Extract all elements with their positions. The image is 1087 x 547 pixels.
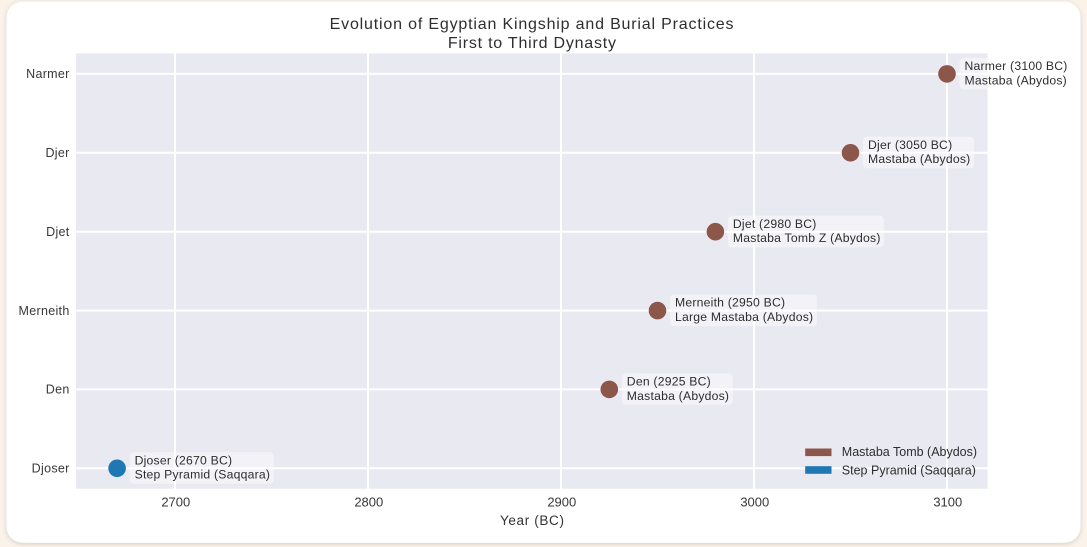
svg-text:3100: 3100 [933, 495, 962, 510]
svg-text:Djet (2980 BC): Djet (2980 BC) [733, 217, 817, 231]
svg-text:Step Pyramid (Saqqara): Step Pyramid (Saqqara) [135, 468, 271, 482]
svg-text:2700: 2700 [161, 495, 190, 510]
svg-text:Evolution of Egyptian Kingship: Evolution of Egyptian Kingship and Buria… [330, 16, 735, 33]
svg-text:Merneith: Merneith [19, 304, 70, 318]
svg-text:Djer: Djer [45, 146, 69, 160]
svg-text:Narmer: Narmer [26, 67, 69, 81]
svg-text:Narmer (3100 BC): Narmer (3100 BC) [965, 59, 1068, 73]
svg-text:First to Third Dynasty: First to Third Dynasty [448, 35, 617, 52]
svg-text:Step Pyramid (Saqqara): Step Pyramid (Saqqara) [842, 463, 976, 477]
svg-text:Mastaba Tomb Z (Abydos): Mastaba Tomb Z (Abydos) [733, 231, 881, 245]
svg-text:Djet: Djet [46, 225, 70, 239]
svg-text:Mastaba (Abydos): Mastaba (Abydos) [965, 73, 1067, 87]
svg-text:2800: 2800 [354, 495, 383, 510]
svg-text:Merneith (2950 BC): Merneith (2950 BC) [675, 296, 785, 310]
svg-text:Den: Den [46, 383, 70, 397]
svg-text:Mastaba Tomb (Abydos): Mastaba Tomb (Abydos) [842, 445, 977, 459]
svg-text:2900: 2900 [547, 495, 576, 510]
svg-text:3000: 3000 [740, 495, 769, 510]
svg-text:Large Mastaba (Abydos): Large Mastaba (Abydos) [675, 310, 813, 324]
svg-text:Mastaba (Abydos): Mastaba (Abydos) [627, 389, 729, 403]
svg-text:Year (BC): Year (BC) [500, 513, 565, 528]
svg-text:Mastaba (Abydos): Mastaba (Abydos) [868, 152, 970, 166]
svg-text:Djoser (2670 BC): Djoser (2670 BC) [135, 453, 233, 467]
svg-text:Den (2925 BC): Den (2925 BC) [627, 375, 711, 389]
svg-text:Djoser: Djoser [32, 462, 70, 476]
svg-text:Djer (3050 BC): Djer (3050 BC) [868, 138, 952, 152]
